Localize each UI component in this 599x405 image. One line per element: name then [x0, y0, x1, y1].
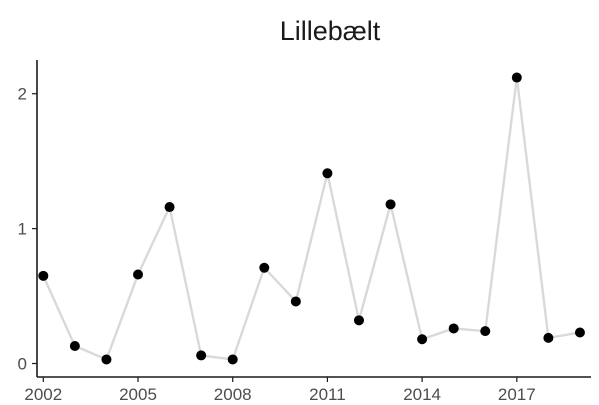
x-tick-label: 2002	[24, 385, 62, 404]
data-point	[196, 350, 207, 361]
data-point	[290, 296, 301, 307]
axes: 0 1 2 2002 2005 2008 2011 2014 2017	[18, 60, 591, 404]
x-tick-label: 2014	[403, 385, 441, 404]
x-tick-label: 2008	[214, 385, 252, 404]
x-tick-label: 2005	[119, 385, 157, 404]
data-point	[227, 354, 238, 365]
data-point	[417, 334, 428, 345]
data-point	[511, 72, 522, 83]
y-tick-label: 0	[18, 355, 27, 374]
data-point	[259, 262, 270, 273]
data-point	[353, 315, 364, 326]
y-tick-label: 2	[18, 85, 27, 104]
data-point	[38, 270, 49, 281]
x-tick-label: 2011	[309, 385, 346, 404]
y-tick-label: 1	[18, 220, 27, 239]
data-point	[448, 323, 459, 334]
data-point	[385, 199, 396, 210]
data-point	[480, 326, 491, 337]
series-line	[42, 77, 581, 362]
plot-area	[38, 72, 585, 365]
data-point	[574, 327, 585, 338]
chart-title: Lillebælt	[280, 16, 381, 46]
data-point	[101, 354, 112, 365]
data-point	[133, 269, 144, 280]
data-point	[69, 340, 80, 351]
data-point	[164, 202, 175, 213]
x-tick-label: 2017	[498, 385, 536, 404]
data-point	[543, 332, 554, 343]
data-point	[322, 168, 333, 179]
